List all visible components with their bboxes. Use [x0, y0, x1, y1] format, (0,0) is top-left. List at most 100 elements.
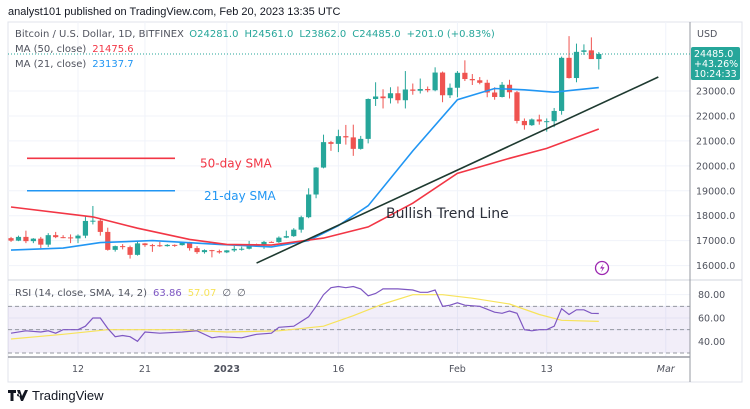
candle-body — [529, 119, 535, 126]
tradingview-logo-icon — [8, 390, 28, 401]
candle — [298, 215, 304, 233]
candle-body — [224, 250, 230, 253]
candle-body — [75, 235, 81, 239]
candle — [157, 241, 163, 247]
candle — [410, 83, 416, 95]
candle-body — [566, 57, 572, 79]
candle-body — [90, 220, 96, 222]
rsi-value: 63.86 — [153, 288, 182, 299]
candle-body — [410, 89, 416, 91]
price-axis[interactable]: 16000.0 17000.0 18000.0 19000.0 20000.0 21000… — [696, 87, 735, 273]
candle — [373, 82, 379, 106]
legend: Bitcoin / U.S. Dollar, 1D, BITFINEX O2428… — [15, 29, 495, 299]
candle-body — [157, 245, 163, 247]
rsi-sma-value: 57.07 — [188, 288, 217, 299]
candle — [596, 52, 602, 70]
rsi-axis[interactable]: 40.00 60.00 80.00 — [698, 290, 725, 348]
candle-body — [358, 138, 364, 149]
price-tick-label: 17000.0 — [696, 236, 735, 247]
candle — [477, 77, 483, 85]
rsi-null-2: ∅ — [237, 288, 246, 299]
candle — [417, 78, 423, 94]
candle — [380, 89, 386, 109]
candle — [134, 240, 141, 256]
candle — [425, 86, 431, 93]
lightning-circle-icon[interactable] — [594, 260, 610, 276]
svg-text:MA (50, close)21475.6: MA (50, close) 21475.6 — [15, 44, 134, 55]
candle-body — [268, 241, 275, 243]
svg-text:Bitcoin / U.S. Dollar, 1D, BIT: Bitcoin / U.S. Dollar, 1D, BITFINEX O2428… — [15, 29, 495, 40]
candle — [53, 231, 59, 239]
candle-body — [514, 92, 520, 121]
candle-body — [261, 241, 267, 245]
candle — [149, 243, 155, 252]
candle-body — [499, 84, 505, 97]
candle — [8, 236, 14, 242]
candle — [127, 245, 133, 259]
candle — [224, 250, 230, 254]
rsi-legend[interactable]: RSI (14, close, SMA, 14, 2) — [15, 288, 147, 299]
candle-body — [239, 248, 245, 250]
candle-body — [298, 217, 304, 230]
currency-label: USD — [697, 29, 717, 40]
price-tick-label: 16000.0 — [696, 261, 735, 272]
price-tick-label: 18000.0 — [696, 211, 735, 222]
candle — [216, 249, 222, 254]
candle — [105, 227, 111, 251]
candle-body — [551, 110, 557, 122]
candle-body — [484, 82, 490, 93]
ma21-legend[interactable]: MA (21, close) — [15, 59, 86, 70]
trend-line-label: Bullish Trend Line — [386, 206, 509, 222]
candles — [8, 36, 602, 259]
candle-body — [179, 242, 185, 246]
price-tag: 24485.0 +43.26% 10:24:33 — [691, 47, 740, 80]
candle-body — [276, 237, 282, 243]
candle — [30, 238, 36, 244]
bullish-trend-line[interactable] — [256, 76, 659, 264]
candle — [454, 71, 461, 98]
time-axis[interactable]: 12 21 2023 16 Feb 13 Mar — [72, 364, 676, 375]
candle-body — [97, 220, 103, 232]
candle-body — [194, 248, 200, 253]
candle — [283, 230, 289, 239]
candle — [529, 118, 535, 126]
candle-body — [559, 57, 565, 111]
time-tick-label: 21 — [139, 364, 151, 375]
candle — [15, 235, 22, 242]
candle — [23, 230, 29, 244]
candle — [536, 114, 542, 125]
price-tick-label: 23000.0 — [696, 87, 735, 98]
candle — [358, 135, 364, 150]
time-tick-label: 12 — [72, 364, 84, 375]
rsi-tick-label: 40.00 — [698, 337, 725, 348]
candle — [395, 86, 401, 104]
price-tick-label: 20000.0 — [696, 161, 735, 172]
price-tick-label: 21000.0 — [696, 136, 735, 147]
candle-body — [417, 89, 423, 91]
candle — [112, 245, 118, 252]
candle-body — [380, 96, 386, 99]
candle — [120, 244, 126, 250]
candle-body — [521, 120, 527, 126]
candle-body — [395, 93, 401, 101]
candle-body — [439, 72, 446, 96]
candle-body — [291, 229, 297, 237]
tradingview-logo[interactable]: TradingView — [8, 388, 104, 403]
candle — [320, 134, 327, 169]
candle-body — [112, 246, 118, 250]
candle-body — [462, 72, 468, 80]
ma21-value: 23137.7 — [92, 59, 133, 70]
candle — [573, 43, 580, 83]
svg-text:MA (21, close)23137.7: MA (21, close) 23137.7 — [15, 59, 134, 70]
candle-body — [328, 142, 334, 144]
candle-body — [477, 80, 483, 83]
candle-body — [142, 243, 148, 246]
candle — [514, 91, 520, 124]
ma50-legend[interactable]: MA (50, close) — [15, 44, 86, 55]
candle-body — [283, 236, 289, 238]
candle — [142, 243, 148, 247]
rsi-sma-line — [10, 294, 599, 340]
time-tick-label: Feb — [449, 364, 466, 375]
time-tick-label: 16 — [332, 364, 344, 375]
